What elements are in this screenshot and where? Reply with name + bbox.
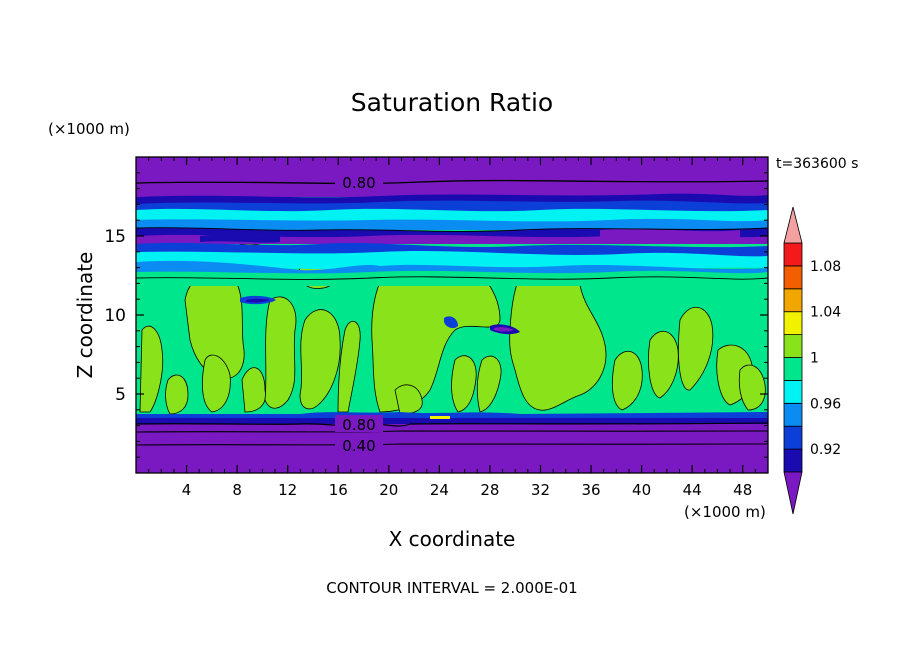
colorbar-tick-label: 0.96 (810, 396, 841, 412)
y-tick-label: 15 (104, 227, 126, 247)
contour-interval-note: CONTOUR INTERVAL = 2.000E-01 (326, 579, 577, 597)
x-axis-unit: (×1000 m) (684, 503, 766, 521)
y-tick-label: 5 (115, 385, 126, 405)
colorbar-swatch (783, 265, 803, 290)
x-tick-label: 8 (232, 481, 242, 499)
x-tick-label: 24 (430, 481, 449, 499)
upper-layers (136, 157, 768, 335)
colorbar-swatch (783, 242, 803, 267)
contour-field (136, 157, 768, 473)
x-tick-label: 48 (733, 481, 752, 499)
colorbar-tick-label: 1.04 (810, 305, 841, 321)
colorbar-swatch (783, 448, 803, 473)
y-axis-ticks: 5 10 15 (104, 172, 768, 458)
x-tick-label: 44 (683, 481, 702, 499)
x-axis-ticks: 4 8 12 16 20 24 28 32 36 40 44 48 (148, 157, 756, 499)
x-axis-label: X coordinate (389, 527, 516, 551)
x-tick-label: 40 (632, 481, 651, 499)
colorbar-tick-label: 1 (810, 351, 819, 367)
colorbar-swatch (783, 425, 803, 450)
x-tick-label: 4 (182, 481, 192, 499)
x-tick-label: 32 (531, 481, 550, 499)
colorbar-swatch (783, 402, 803, 427)
colorbar: 0.92 0.96 1 1.04 1.08 (783, 206, 841, 515)
x-tick-label: 20 (379, 481, 398, 499)
colorbar-under-triangle (783, 471, 803, 515)
contour-labels: 0.80 0.80 0.40 (335, 173, 383, 455)
colorbar-swatch (783, 379, 803, 404)
x-tick-label: 28 (480, 481, 499, 499)
x-tick-label: 36 (581, 481, 600, 499)
y-axis-label: Z coordinate (73, 252, 97, 379)
x-tick-label: 12 (278, 481, 297, 499)
colorbar-over-triangle (783, 206, 803, 244)
chart-title: Saturation Ratio (351, 88, 553, 117)
contour-label-lower: 0.80 (342, 416, 375, 434)
colorbar-swatch (783, 357, 803, 381)
contour-label-bottom: 0.40 (342, 437, 375, 455)
colorbar-swatch (783, 334, 803, 358)
lower-dry-layer (136, 412, 768, 473)
x-tick-label: 16 (329, 481, 348, 499)
contour-label-top: 0.80 (342, 174, 375, 192)
colorbar-swatch (783, 288, 803, 313)
colorbar-tick-label: 1.08 (810, 259, 841, 275)
y-axis-unit: (×1000 m) (48, 120, 130, 138)
time-label: t=363600 s (776, 156, 858, 172)
colorbar-swatch (783, 311, 803, 336)
y-tick-label: 10 (104, 306, 126, 326)
colorbar-tick-label: 0.92 (810, 442, 841, 458)
